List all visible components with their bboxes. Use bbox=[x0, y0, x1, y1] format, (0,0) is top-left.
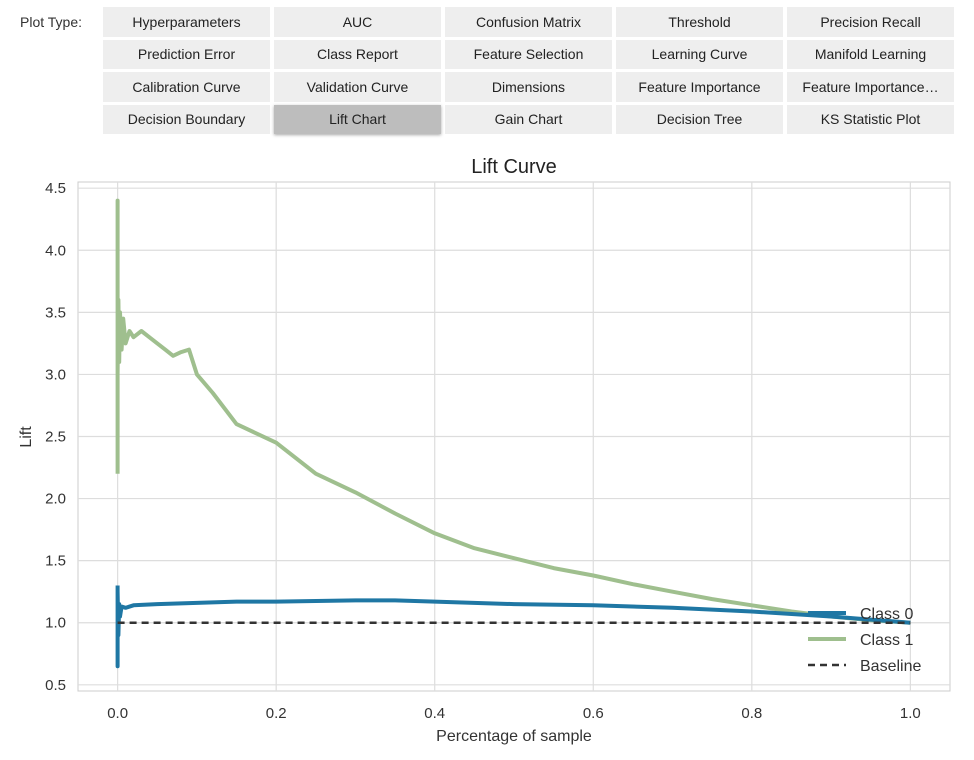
y-axis-label: Lift bbox=[18, 426, 35, 448]
feature-importance-all-button[interactable]: Feature Importance… bbox=[787, 72, 954, 102]
x-axis-label: Percentage of sample bbox=[436, 728, 592, 745]
x-tick-label: 1.0 bbox=[900, 705, 921, 722]
lift-chart-button[interactable]: Lift Chart bbox=[274, 104, 441, 134]
y-tick-label: 2.0 bbox=[45, 491, 66, 508]
calibration-curve-button[interactable]: Calibration Curve bbox=[103, 72, 270, 102]
series-line-class-1 bbox=[115, 198, 911, 625]
y-tick-label: 3.0 bbox=[45, 366, 66, 383]
y-tick-label: 2.5 bbox=[45, 429, 66, 446]
legend-label-class-1: Class 1 bbox=[860, 632, 913, 649]
x-tick-label: 0.2 bbox=[266, 705, 287, 722]
y-tick-label: 4.0 bbox=[45, 242, 66, 259]
hyperparameters-button[interactable]: Hyperparameters bbox=[103, 7, 270, 37]
x-tick-label: 0.0 bbox=[107, 705, 128, 722]
decision-boundary-button[interactable]: Decision Boundary bbox=[103, 104, 270, 134]
legend-label-class-0: Class 0 bbox=[860, 606, 913, 623]
prediction-error-button[interactable]: Prediction Error bbox=[103, 39, 270, 69]
tick-labels: 0.0 0.2 0.4 0.6 0.8 1.0 0.5 1.0 1.5 2.0 2.5 3.0 3.5 4… bbox=[45, 180, 921, 722]
gain-chart-button[interactable]: Gain Chart bbox=[445, 104, 612, 134]
y-tick-label: 0.5 bbox=[45, 677, 66, 694]
learning-curve-button[interactable]: Learning Curve bbox=[616, 39, 783, 69]
ks-statistic-plot-button[interactable]: KS Statistic Plot bbox=[787, 104, 954, 134]
plot-type-label: Plot Type: bbox=[20, 14, 83, 30]
auc-button[interactable]: AUC bbox=[274, 7, 441, 37]
legend: Class 0 Class 1 Baseline bbox=[808, 606, 921, 675]
manifold-learning-button[interactable]: Manifold Learning bbox=[787, 39, 954, 69]
x-tick-label: 0.4 bbox=[424, 705, 445, 722]
y-tick-label: 4.5 bbox=[45, 180, 66, 197]
x-tick-label: 0.8 bbox=[741, 705, 762, 722]
dimensions-button[interactable]: Dimensions bbox=[445, 72, 612, 102]
chart-title: Lift Curve bbox=[471, 156, 557, 178]
y-tick-label: 3.5 bbox=[45, 304, 66, 321]
y-tick-label: 1.0 bbox=[45, 615, 66, 632]
decision-tree-button[interactable]: Decision Tree bbox=[616, 104, 783, 134]
legend-label-baseline: Baseline bbox=[860, 658, 921, 675]
confusion-matrix-button[interactable]: Confusion Matrix bbox=[445, 7, 612, 37]
lift-curve-chart: 0.0 0.2 0.4 0.6 0.8 1.0 0.5 1.0 1.5 2.0 2.5 3.0 3.5 4… bbox=[18, 156, 951, 745]
feature-selection-button[interactable]: Feature Selection bbox=[445, 39, 612, 69]
x-tick-label: 0.6 bbox=[583, 705, 604, 722]
precision-recall-button[interactable]: Precision Recall bbox=[787, 7, 954, 37]
series-line-class-0 bbox=[115, 585, 911, 669]
series-lines bbox=[115, 198, 911, 669]
validation-curve-button[interactable]: Validation Curve bbox=[274, 72, 441, 102]
y-tick-label: 1.5 bbox=[45, 553, 66, 570]
threshold-button[interactable]: Threshold bbox=[616, 7, 783, 37]
class-report-button[interactable]: Class Report bbox=[274, 39, 441, 69]
plot-type-buttons: Hyperparameters AUC Confusion Matrix Thr… bbox=[103, 7, 958, 138]
feature-importance-button[interactable]: Feature Importance bbox=[616, 72, 783, 102]
